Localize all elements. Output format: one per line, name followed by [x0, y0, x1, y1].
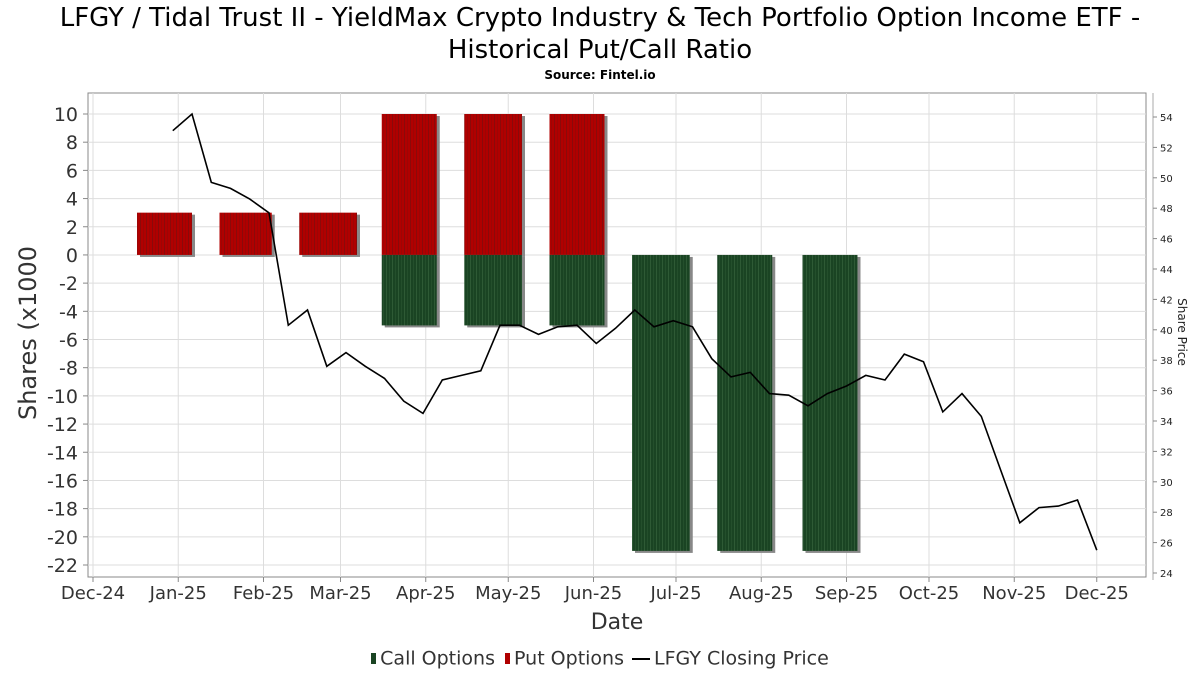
y2-tick-label: 50	[1160, 174, 1173, 185]
y2-tick-label: 44	[1160, 265, 1173, 276]
y-tick-label: -18	[47, 499, 78, 521]
chart-title: LFGY / Tidal Trust II - YieldMax Crypto …	[59, 3, 1141, 33]
put-bar	[137, 212, 192, 255]
y-tick-label: -16	[47, 470, 78, 492]
y-tick-label: 0	[66, 245, 78, 267]
y2-tick-label: 30	[1160, 478, 1173, 489]
y2-tick-label: 24	[1160, 569, 1173, 580]
y-tick-label: 2	[66, 217, 78, 239]
price-line	[172, 112, 1098, 551]
y-tick-label: -22	[47, 555, 78, 577]
call-bar	[549, 254, 605, 326]
legend: Call Options Put Options LFGY Closing Pr…	[0, 647, 1200, 670]
x-tick-label: Dec-24	[61, 583, 125, 604]
y-tick-label: -8	[59, 358, 78, 380]
y2-tick-label: 46	[1160, 235, 1173, 246]
y-tick-label: 10	[54, 104, 78, 126]
y2-tick-label: 32	[1160, 447, 1173, 458]
y2-tick-label: 34	[1160, 417, 1173, 428]
x-axis-label: Date	[591, 610, 644, 635]
y2-tick-label: 26	[1160, 539, 1173, 550]
y-tick-label: -20	[47, 527, 78, 549]
call-bar	[802, 254, 858, 551]
y-tick-label: 6	[66, 160, 78, 182]
y2-tick-label: 40	[1160, 326, 1173, 337]
put-bar	[464, 114, 522, 255]
y2-axis-label: Share Price	[1175, 298, 1189, 366]
call-bar	[464, 254, 522, 326]
y-tick-label: -4	[59, 301, 78, 323]
y2-tick-label: 38	[1160, 356, 1173, 367]
y2-tick-label: 48	[1160, 204, 1173, 215]
y2-tick-label: 42	[1160, 295, 1173, 306]
chart-subtitle: Source: Fintel.io	[544, 68, 656, 82]
call-bar	[632, 254, 690, 551]
y-tick-label: -14	[47, 442, 78, 464]
call-bar	[381, 254, 437, 326]
x-tick-label: Nov-25	[982, 583, 1046, 604]
y-tick-label: -10	[47, 386, 78, 408]
put-bar	[549, 114, 605, 255]
x-tick-label: Apr-25	[396, 583, 455, 604]
y-tick-label: 8	[66, 132, 78, 154]
y-tick-label: -2	[59, 273, 78, 295]
y2-tick-label: 52	[1160, 143, 1173, 154]
y-tick-label: 4	[66, 189, 78, 211]
x-tick-label: Sep-25	[815, 583, 878, 604]
legend-price-line	[632, 657, 651, 660]
plot-area	[87, 92, 1147, 578]
x-tick-label: Oct-25	[899, 583, 960, 604]
call-bar	[717, 254, 773, 551]
y-tick-label: -6	[59, 330, 78, 352]
y-tick-label: -12	[47, 414, 78, 436]
x-tick-label: Jul-25	[649, 583, 701, 604]
x-tick-label: Dec-25	[1065, 583, 1129, 604]
put-bar	[219, 212, 272, 255]
y2-tick-label: 54	[1160, 113, 1173, 124]
x-tick-label: Jan-25	[149, 583, 207, 604]
legend-puts-swatch	[505, 653, 511, 664]
y2-tick-label: 28	[1160, 508, 1173, 519]
legend-puts-label: Put Options	[514, 647, 624, 670]
legend-price-label: LFGY Closing Price	[654, 647, 829, 670]
x-tick-label: Mar-25	[309, 583, 371, 604]
x-tick-label: Feb-25	[233, 583, 294, 604]
put-bar	[381, 114, 437, 255]
y-axis-label: Shares (x1000	[14, 246, 42, 420]
x-tick-label: May-25	[475, 583, 541, 604]
y2-tick-label: 36	[1160, 387, 1173, 398]
legend-calls-swatch	[371, 653, 377, 664]
chart-title-line2: Historical Put/Call Ratio	[447, 35, 753, 65]
x-tick-label: Jun-25	[564, 583, 623, 604]
legend-calls-label: Call Options	[380, 647, 495, 670]
put-bar	[299, 212, 357, 255]
x-tick-label: Aug-25	[729, 583, 794, 604]
